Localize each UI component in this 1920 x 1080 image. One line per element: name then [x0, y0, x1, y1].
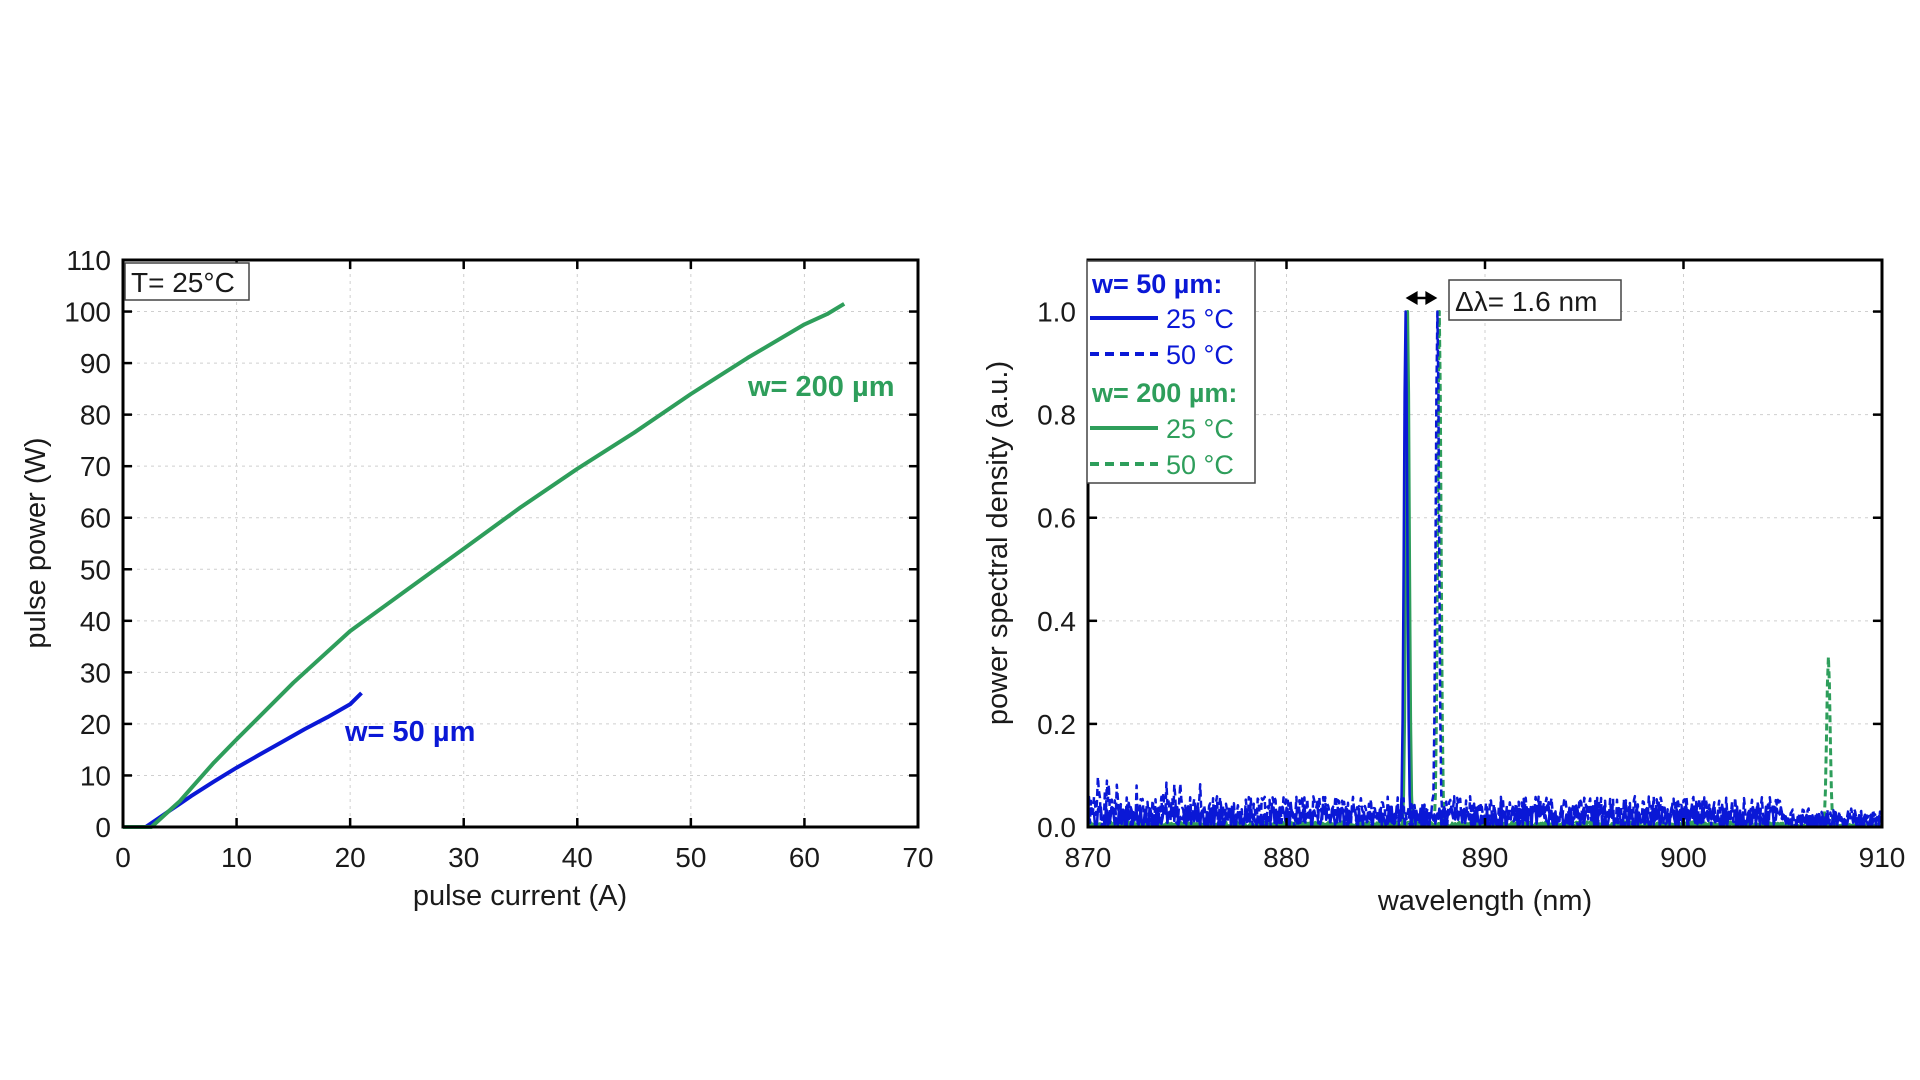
- right-y-axis-label: power spectral density (a.u.): [982, 361, 1014, 725]
- series-label-w50: w= 50 µm: [344, 716, 475, 748]
- right-ticks: 870 880 890 900 910 0.0 0.2 0.4 0.6 0.8 1.0: [1037, 260, 1905, 873]
- delta-lambda-annotation: Δλ= 1.6 nm: [1405, 279, 1622, 321]
- left-y-tick-label: 60: [80, 503, 111, 534]
- left-y-tick-label: 10: [80, 760, 111, 791]
- legend: w= 50 µm: 25 °C 50 °C w= 200 µm: 25 °C 5…: [1086, 260, 1256, 484]
- legend-w200-25c-label: 25 °C: [1166, 414, 1234, 444]
- left-y-axis-label: pulse power (W): [20, 437, 52, 648]
- left-y-tick-label: 80: [80, 400, 111, 431]
- legend-w50-50c-label: 50 °C: [1166, 340, 1234, 370]
- right-y-tick-label: 0.6: [1037, 503, 1076, 534]
- legend-w50-25c-label: 25 °C: [1166, 304, 1234, 334]
- legend-group-w50-title: w= 50 µm:: [1091, 269, 1222, 299]
- legend-w200-50c-label: 50 °C: [1166, 450, 1234, 480]
- left-x-axis-label: pulse current (A): [413, 880, 627, 912]
- left-y-tick-label: 70: [80, 451, 111, 482]
- left-x-tick-label: 50: [675, 842, 706, 873]
- left-series-line-w50: [123, 691, 363, 829]
- left-y-tick-label: 40: [80, 606, 111, 637]
- delta-lambda-text: Δλ= 1.6 nm: [1455, 286, 1597, 317]
- left-y-tick-label: 30: [80, 657, 111, 688]
- left-y-tick-label: 90: [80, 348, 111, 379]
- left-y-tick-label: 110: [66, 245, 111, 276]
- left-series: [123, 302, 846, 829]
- left-y-tick-label: 50: [80, 554, 111, 585]
- left-x-tick-label: 10: [221, 842, 252, 873]
- right-x-tick-label: 900: [1660, 842, 1707, 873]
- right-y-tick-label: 0.4: [1037, 606, 1076, 637]
- delta-lambda-arrowhead-right: [1425, 291, 1438, 305]
- left-series-line-w200: [123, 302, 846, 829]
- left-plot-frame: [121, 258, 920, 829]
- temperature-annotation: T= 25°C: [124, 262, 250, 301]
- legend-group-w200-title: w= 200 µm:: [1091, 378, 1237, 408]
- right-y-tick-label: 0.8: [1037, 400, 1076, 431]
- right-x-tick-label: 910: [1859, 842, 1906, 873]
- right-y-tick-label: 1.0: [1037, 297, 1076, 328]
- right-x-tick-label: 880: [1263, 842, 1310, 873]
- right-series-line-w50-50c: [1086, 310, 1883, 829]
- legend-box: [1086, 260, 1256, 484]
- delta-lambda-arrowhead-left: [1405, 291, 1418, 305]
- left-ticks: 0 10 20 30 40 50 60 70 0 10 20 30 40 50 60 70 80 90 100 110: [64, 245, 933, 873]
- left-y-tick-label: 0: [95, 812, 111, 843]
- left-x-tick-label: 0: [115, 842, 131, 873]
- temperature-annotation-text: T= 25°C: [131, 267, 235, 298]
- right-y-tick-label: 0.2: [1037, 709, 1076, 740]
- left-grid: [122, 259, 919, 828]
- right-x-axis-label: wavelength (nm): [1377, 885, 1592, 917]
- right-x-tick-label: 870: [1065, 842, 1112, 873]
- left-chart: 0 10 20 30 40 50 60 70 0 10 20 30 40 50 60 70 80 90 100 110…: [20, 245, 934, 912]
- series-label-w200: w= 200 µm: [747, 371, 895, 403]
- delta-lambda-box: [1448, 279, 1622, 321]
- right-x-tick-label: 890: [1462, 842, 1509, 873]
- left-x-tick-label: 30: [448, 842, 479, 873]
- right-y-tick-label: 0.0: [1037, 812, 1076, 843]
- left-y-tick-label: 20: [80, 709, 111, 740]
- left-x-tick-label: 40: [562, 842, 593, 873]
- left-x-tick-label: 60: [789, 842, 820, 873]
- right-chart: 870 880 890 900 910 0.0 0.2 0.4 0.6 0.8 1.0 wavele…: [982, 258, 1905, 917]
- left-x-tick-label: 20: [335, 842, 366, 873]
- left-y-tick-label: 100: [64, 297, 111, 328]
- left-x-tick-label: 70: [902, 842, 933, 873]
